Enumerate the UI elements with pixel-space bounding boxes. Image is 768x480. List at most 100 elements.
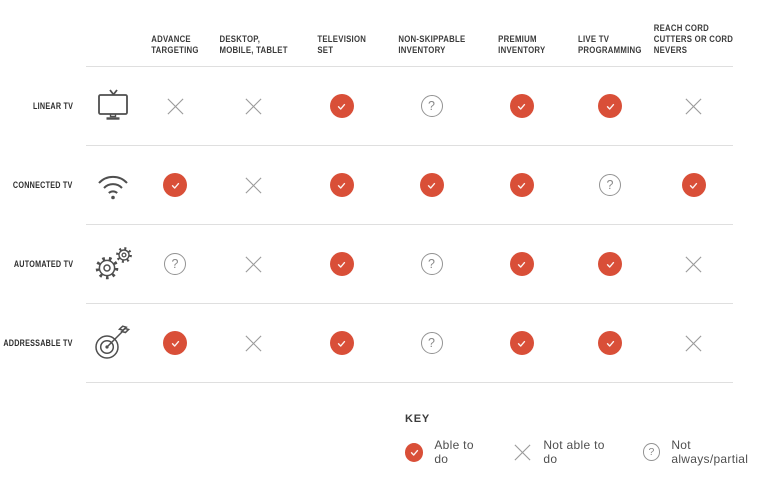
row-label: LINEAR TV <box>0 67 86 145</box>
matrix-cell <box>210 67 297 145</box>
question-icon: ? <box>164 253 186 275</box>
question-icon: ? <box>599 174 621 196</box>
matrix-cell <box>654 146 733 224</box>
matrix-cell <box>297 225 386 303</box>
x-icon <box>684 97 703 116</box>
check-icon <box>598 94 622 118</box>
matrix-cell: ? <box>566 146 654 224</box>
row-label-text: LINEAR TV <box>32 101 73 111</box>
column-header: REACH CORD CUTTERS OR CORD NEVERS <box>654 0 733 66</box>
row-divider <box>86 145 733 146</box>
matrix-cell <box>477 304 566 382</box>
column-header: DESKTOP, MOBILE, TABLET <box>210 0 297 66</box>
matrix-cell: ? <box>386 67 477 145</box>
check-icon <box>681 173 706 197</box>
x-icon <box>244 334 263 353</box>
key-item-label: Not able to do <box>543 438 605 466</box>
key-item-label: Not always/partial <box>671 438 749 466</box>
matrix-cell <box>477 146 566 224</box>
table-header-row: ADVANCE TARGETING DESKTOP, MOBILE, TABLET TE… <box>0 0 733 66</box>
matrix-cell <box>297 146 386 224</box>
row-divider <box>86 224 733 225</box>
row-label: ADDRESSABLE TV <box>0 304 86 382</box>
matrix-cell <box>210 225 297 303</box>
column-header-label: DESKTOP, MOBILE, TABLET <box>219 34 288 56</box>
column-header-label: LIVE TV PROGRAMMING <box>578 34 642 56</box>
check-icon <box>419 173 444 197</box>
table-row: CONNECTED TV ? <box>0 146 733 224</box>
key-item-label: Able to do <box>434 438 474 466</box>
check-icon <box>509 94 534 118</box>
key-item: Not able to do <box>513 438 619 466</box>
row-label-text: ADDRESSABLE TV <box>3 338 73 348</box>
key-items: Able to do Not able to do? Not always/part… <box>405 438 768 466</box>
x-icon <box>244 255 263 274</box>
matrix-cell <box>654 304 733 382</box>
x-icon <box>244 97 263 116</box>
check-icon <box>163 331 187 355</box>
check-icon <box>598 331 622 355</box>
row-label: CONNECTED TV <box>0 146 86 224</box>
matrix-cell <box>140 304 210 382</box>
column-header: PREMIUM INVENTORY <box>477 0 566 66</box>
key-title: KEY <box>405 413 431 425</box>
check-icon <box>598 252 622 276</box>
column-header-label: ADVANCE TARGETING <box>151 34 199 56</box>
check-icon <box>509 252 534 276</box>
matrix-cell: ? <box>386 304 477 382</box>
matrix-cell <box>566 67 654 145</box>
matrix-cell <box>654 225 733 303</box>
column-header: TELEVISION SET <box>297 0 386 66</box>
row-divider <box>86 382 733 383</box>
x-icon <box>513 443 532 462</box>
row-divider <box>86 303 733 304</box>
check-icon <box>405 442 424 462</box>
target-icon <box>86 304 140 382</box>
row-label: AUTOMATED TV <box>0 225 86 303</box>
check-icon <box>509 331 534 355</box>
column-header: LIVE TV PROGRAMMING <box>566 0 654 66</box>
check-icon <box>329 252 354 276</box>
tv-icon <box>86 67 140 145</box>
key-item: ? Not always/partial <box>642 438 768 466</box>
matrix-cell <box>654 67 733 145</box>
x-icon <box>684 255 703 274</box>
question-icon: ? <box>420 253 443 275</box>
check-icon <box>509 173 534 197</box>
column-header: ADVANCE TARGETING <box>140 0 210 66</box>
table-row: AUTOMATED TV ?? <box>0 225 733 303</box>
column-header-label: TELEVISION SET <box>317 34 366 56</box>
table-row: ADDRESSABLE TV ? <box>0 304 733 382</box>
column-header-label: REACH CORD CUTTERS OR CORD NEVERS <box>653 23 734 56</box>
x-icon <box>166 97 185 116</box>
column-header-label: PREMIUM INVENTORY <box>497 34 546 56</box>
question-icon: ? <box>420 95 443 117</box>
matrix-cell <box>566 304 654 382</box>
matrix-cell <box>386 146 477 224</box>
table-row: LINEAR TV ? <box>0 67 733 145</box>
x-icon <box>684 334 703 353</box>
matrix-cell <box>297 67 386 145</box>
check-icon <box>163 173 187 197</box>
header-spacer-icon <box>86 0 140 66</box>
gears-icon <box>86 225 140 303</box>
check-icon <box>329 173 354 197</box>
header-divider <box>86 66 733 67</box>
check-icon <box>329 331 354 355</box>
row-label-text: AUTOMATED TV <box>13 259 73 269</box>
check-icon <box>329 94 354 118</box>
header-spacer-label <box>0 0 86 66</box>
matrix-cell <box>210 146 297 224</box>
question-icon: ? <box>642 443 661 461</box>
matrix-cell <box>477 67 566 145</box>
matrix-cell <box>140 67 210 145</box>
question-icon: ? <box>420 332 443 354</box>
matrix-cell <box>297 304 386 382</box>
wifi-icon <box>86 146 140 224</box>
matrix-cell <box>140 146 210 224</box>
x-icon <box>244 176 263 195</box>
matrix-cell <box>210 304 297 382</box>
column-header-label: NON-SKIPPABLE INVENTORY <box>397 34 466 56</box>
key-item: Able to do <box>405 438 489 466</box>
